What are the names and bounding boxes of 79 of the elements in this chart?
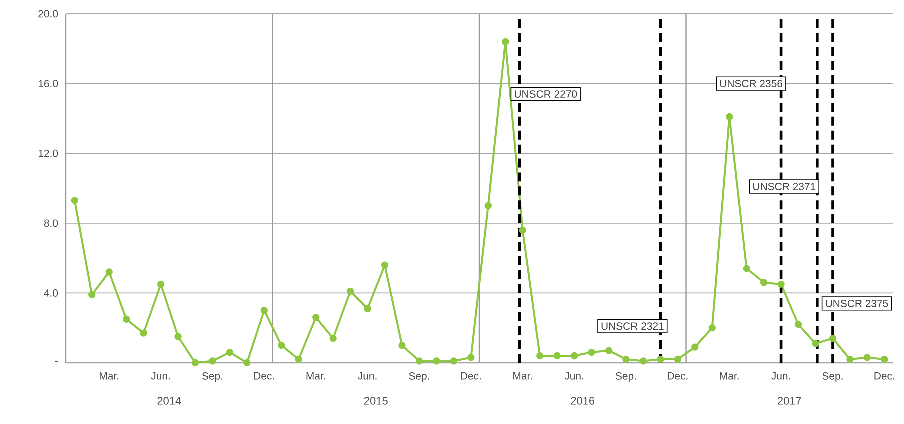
- point: [433, 358, 440, 365]
- point: [174, 333, 182, 340]
- point: [346, 288, 354, 296]
- point: [450, 358, 458, 365]
- y-tick-label: 16.0: [38, 80, 58, 88]
- point: [398, 342, 406, 350]
- point: [295, 356, 302, 364]
- x-tick-label: Sep.: [616, 372, 636, 382]
- point: [312, 314, 320, 322]
- point: [588, 348, 596, 356]
- point: [192, 359, 200, 367]
- x-tick-label: Dec.: [668, 372, 688, 380]
- point: [519, 226, 526, 234]
- point: [640, 358, 648, 365]
- x-tick-label: Dec.: [874, 372, 894, 380]
- x-tick-label: Jun.: [358, 372, 377, 380]
- x-tick-label: Sep.: [822, 372, 843, 382]
- ref-line-label: UNSCR 2371: [754, 183, 816, 190]
- point: [760, 279, 768, 286]
- point: [794, 321, 802, 328]
- x-tick-label: Sep.: [202, 372, 223, 382]
- y-tick-label: -: [55, 361, 58, 362]
- point: [364, 305, 372, 312]
- point: [881, 356, 888, 364]
- point: [278, 342, 286, 350]
- point: [502, 38, 510, 46]
- point: [657, 356, 664, 364]
- ref-line-label: UNSCR 2375: [826, 300, 888, 308]
- point: [554, 352, 561, 360]
- point: [71, 197, 78, 204]
- y-tick-label: 20.0: [38, 10, 58, 18]
- point: [692, 344, 699, 351]
- x-tick-label: Jun.: [564, 372, 584, 380]
- point: [726, 113, 734, 121]
- point: [484, 202, 492, 210]
- point: [209, 358, 216, 365]
- point: [468, 354, 475, 362]
- text: 2017: [778, 397, 802, 405]
- text: 2014: [158, 397, 182, 405]
- x-tick-label: Sep.: [409, 372, 430, 382]
- point: [605, 347, 613, 354]
- point: [157, 280, 165, 288]
- y-tick-label: 4.0: [44, 290, 58, 297]
- point: [622, 356, 630, 364]
- point: [778, 280, 785, 288]
- ref-line-label: UNSCR 2270: [515, 90, 578, 98]
- y-tick-label: 12.0: [38, 150, 58, 158]
- text: 2016: [571, 397, 595, 405]
- ref-line-label: UNSCR 2321: [602, 322, 664, 330]
- x-tick-label: Mar.: [720, 372, 739, 380]
- point: [381, 262, 389, 269]
- point: [260, 307, 268, 314]
- x-tick-label: Jun.: [772, 372, 790, 380]
- x-tick-label: Dec.: [254, 372, 274, 380]
- point: [743, 265, 750, 272]
- x-tick-label: Dec.: [461, 372, 481, 380]
- point: [244, 359, 251, 367]
- point: [570, 352, 578, 360]
- point: [536, 352, 544, 360]
- x-tick-label: Mar.: [100, 372, 119, 380]
- point: [416, 358, 424, 365]
- point: [864, 354, 872, 362]
- point: [140, 330, 148, 337]
- x-tick-label: Mar.: [306, 372, 326, 380]
- point: [226, 348, 234, 356]
- point: [829, 334, 837, 342]
- point: [122, 316, 130, 323]
- point: [88, 291, 96, 299]
- point: [708, 324, 716, 332]
- x-tick-label: Jun.: [151, 372, 170, 380]
- point: [846, 356, 854, 364]
- y-tick-label: 8.0: [44, 220, 58, 228]
- x-tick-label: Mar.: [514, 372, 532, 380]
- text: 2015: [364, 397, 388, 405]
- point: [812, 340, 820, 348]
- point: [330, 334, 337, 342]
- point: [106, 268, 113, 276]
- point: [674, 356, 682, 364]
- ref-line-label: UNSCR 2356: [720, 80, 782, 88]
